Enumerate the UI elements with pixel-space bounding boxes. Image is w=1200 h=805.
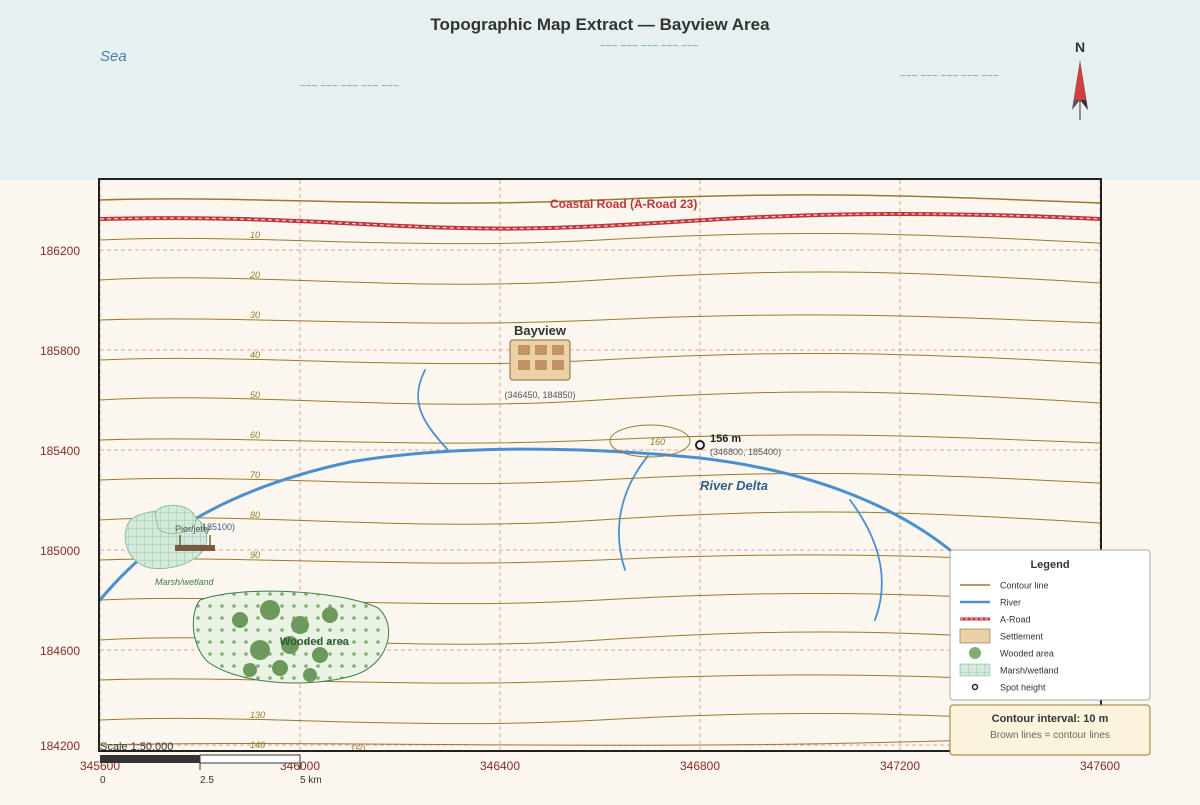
legend-item-label: Marsh/wetland <box>1000 666 1059 676</box>
easting-label: 346400 <box>480 759 520 773</box>
easting-label: 347600 <box>1080 759 1120 773</box>
contour-label: 130 <box>250 710 265 720</box>
northing-label: 185000 <box>40 544 80 558</box>
pier-coord: 185100) <box>202 522 235 532</box>
marsh-label: Marsh/wetland <box>155 577 215 587</box>
settlement-bayview: Bayview (346450, 184850) <box>504 323 575 400</box>
northing-label: 185800 <box>40 344 80 358</box>
northing-label: 184600 <box>40 644 80 658</box>
wooded-area: Wooded area <box>192 590 390 684</box>
legend-item-road-line: A-Road <box>960 615 1031 625</box>
summit: 160 156 m (346800, 185400) <box>609 424 781 458</box>
north-label: N <box>1075 39 1085 55</box>
legend-item-marsh-grid: Marsh/wetland <box>959 663 1059 677</box>
northing-label: 185400 <box>40 444 80 458</box>
contour-label: 20 <box>249 270 260 280</box>
legend-item-label: A-Road <box>1000 615 1031 625</box>
legend-item-label: Settlement <box>1000 632 1044 642</box>
legend-item-contour-line: Contour line <box>960 581 1049 591</box>
scale-tick: 2.5 <box>200 775 214 786</box>
contour-label: 140 <box>250 740 265 750</box>
contour-line <box>100 194 1100 204</box>
tributary <box>417 369 449 451</box>
legend-item-spot-circle: Spot height <box>971 683 1046 693</box>
easting-label: 346800 <box>680 759 720 773</box>
contour-note: Contour interval: 10 m Brown lines = con… <box>949 704 1151 756</box>
legend-item-label: Contour line <box>1000 581 1049 591</box>
contour-line <box>100 314 1100 324</box>
north-arrow: N <box>1072 39 1088 120</box>
coastal-road <box>100 211 1100 231</box>
northing-label: 186200 <box>40 244 80 258</box>
contour-line <box>100 712 1100 725</box>
contour-note-subtitle: Brown lines = contour lines <box>990 730 1110 741</box>
contour-line <box>100 554 1100 564</box>
contour-note-title: Contour interval: 10 m <box>992 713 1109 725</box>
contour-label: 30 <box>250 310 260 320</box>
legend-item-river-line: River <box>960 598 1021 608</box>
contour-line <box>100 271 1100 285</box>
contour-line <box>100 511 1100 525</box>
settlement-name: Bayview <box>514 323 567 338</box>
tributary <box>618 455 649 571</box>
wave-mark: ~~~ ~~~ ~~~ ~~~ ~~~ <box>600 41 699 52</box>
legend-item-label: Wooded area <box>1000 649 1054 659</box>
contour-label: 10 <box>250 230 260 240</box>
scale-tick: 0 <box>100 775 106 786</box>
marsh-area: Marsh/wetland <box>124 504 215 587</box>
contour-label: 60 <box>250 430 260 440</box>
spot-height-label: 156 m <box>710 433 741 445</box>
contour-label: 80 <box>250 510 260 520</box>
legend-item-tree-dot: Wooded area <box>969 647 1054 659</box>
legend-item-settlement-box: Settlement <box>959 628 1044 644</box>
contour-line <box>100 434 1100 444</box>
sea-label: Sea <box>100 48 127 65</box>
contour-label: 70 <box>250 470 260 480</box>
contour-line <box>100 352 1100 365</box>
wood-label: Wooded area <box>280 636 350 648</box>
legend-item-label: River <box>1000 598 1021 608</box>
pier-label: Pier/jetty <box>175 524 211 534</box>
building-blocks <box>518 345 564 370</box>
contour-line <box>100 391 1100 405</box>
legend-box: Legend Contour line River A-Road Settlement… <box>949 549 1151 701</box>
northing-label: 184200 <box>40 739 80 753</box>
scale-title: Scale 1:50,000 <box>100 741 173 753</box>
contour-label: 90 <box>250 550 260 560</box>
legend-title: Legend <box>1030 559 1069 571</box>
wave-mark: ~~~ ~~~ ~~~ ~~~ ~~~ <box>300 81 399 92</box>
contour-line <box>100 674 1100 684</box>
contour-label: 40 <box>250 350 260 360</box>
easting-label: 347200 <box>880 759 920 773</box>
river-label: River Delta <box>700 478 768 493</box>
sea-area <box>0 0 1200 180</box>
spot-height-coords: (346800, 185400) <box>710 447 781 457</box>
contour-line <box>100 472 1100 485</box>
contour-label: 50 <box>250 390 260 400</box>
summit-contour-label: 160 <box>650 437 665 447</box>
scale-tick: 5 km <box>300 775 322 786</box>
spot-height-icon <box>695 440 705 450</box>
pier-jetty: Pier/jetty 185100) <box>175 522 235 551</box>
contour-line <box>100 232 1100 245</box>
tributary <box>849 499 883 621</box>
wave-mark: ~~~ ~~~ ~~~ ~~~ ~~~ <box>900 71 999 82</box>
tree-cluster <box>232 600 338 682</box>
map-frame <box>98 178 1102 752</box>
settlement-coords: (346450, 184850) <box>504 390 575 400</box>
map-title: Topographic Map Extract — Bayview Area <box>430 15 770 34</box>
contour-lines <box>100 194 1100 746</box>
sea-waves: ~~~ ~~~ ~~~ ~~~ ~~~ ~~~ ~~~ ~~~ ~~~ ~~~ … <box>300 41 999 92</box>
legend-item-label: Spot height <box>1000 683 1046 693</box>
contour-labels: 10 20 30 40 50 60 70 80 90 130 140 150 <box>249 230 365 754</box>
road-label: Coastal Road (A-Road 23) <box>550 197 697 211</box>
scale-bar: Scale 1:50,000 0 2.5 5 km <box>100 741 322 786</box>
contour-label: 150 <box>350 744 365 754</box>
